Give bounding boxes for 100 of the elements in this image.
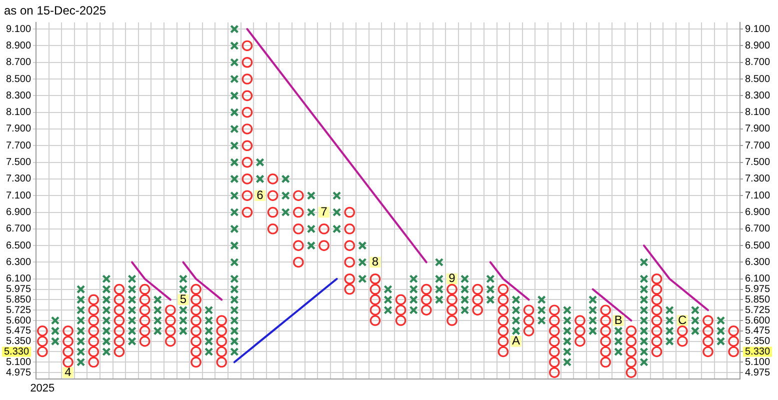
point: [728, 346, 739, 358]
point: [498, 284, 509, 295]
point: [370, 315, 381, 326]
point: [306, 224, 316, 234]
y-tick-label: 5.600: [6, 315, 32, 326]
point: [498, 336, 509, 347]
point: [318, 224, 330, 234]
y2-tick-label: 6.700: [744, 224, 770, 235]
point: [114, 336, 125, 347]
point: [267, 224, 278, 234]
point: [370, 284, 381, 295]
y2-tick-label: 8.900: [744, 40, 770, 52]
point: [472, 294, 483, 306]
point: [651, 284, 662, 295]
point: [165, 304, 176, 316]
point: [293, 256, 304, 268]
point: [395, 294, 406, 306]
point: [702, 346, 714, 358]
point: [114, 294, 125, 306]
point: [600, 326, 611, 336]
point: [37, 346, 48, 358]
point: [216, 336, 228, 347]
point: [548, 304, 560, 316]
point: [242, 206, 253, 218]
y-tick-label: 5.975: [6, 284, 32, 296]
point: [88, 315, 100, 326]
point: [420, 284, 432, 295]
y2-tick-label: 7.300: [744, 174, 770, 185]
point: [230, 191, 239, 200]
point: [242, 124, 253, 134]
point: [420, 304, 432, 316]
point: [358, 241, 367, 250]
chart-title: as on 15-Dec-2025: [4, 4, 106, 18]
point: [548, 367, 560, 378]
y-tick-label: 8.900: [6, 40, 32, 52]
point: [434, 258, 444, 267]
x-tick-label: 2025: [30, 382, 55, 394]
point: [318, 240, 330, 251]
point: [242, 74, 253, 84]
point: [293, 240, 304, 251]
point: [370, 294, 381, 306]
point: [62, 356, 74, 368]
point: [230, 24, 239, 34]
point: [281, 174, 290, 184]
point: [62, 336, 74, 347]
point: [523, 315, 534, 326]
point: [446, 284, 458, 295]
y2-tick-label: 9.100: [744, 24, 770, 35]
point: [344, 256, 356, 268]
point: [165, 326, 176, 336]
point: [256, 174, 264, 184]
point: [165, 336, 176, 347]
y-tick-label: 5.100: [6, 356, 32, 368]
point: [190, 336, 202, 347]
text: 5.330: [4, 346, 30, 358]
y2-tick-label: 7.500: [744, 157, 770, 168]
y2-tick-label: 5.975: [744, 284, 770, 296]
annotation: 5: [180, 292, 187, 306]
point: [344, 206, 356, 218]
point: [242, 90, 253, 102]
point: [267, 190, 278, 202]
point: [728, 326, 739, 336]
point: [600, 346, 611, 358]
y-tick-label: 5.475: [6, 326, 32, 337]
point: [472, 284, 483, 295]
point: [702, 336, 714, 347]
point: [230, 141, 239, 150]
point: [548, 346, 560, 358]
point: [88, 294, 100, 306]
point: [600, 315, 611, 326]
point: [88, 346, 100, 358]
point: [574, 336, 586, 347]
point: [242, 106, 253, 118]
point: [651, 315, 662, 326]
point: [190, 326, 202, 336]
point: [600, 304, 611, 316]
point: [344, 284, 356, 295]
annotation: 6: [256, 188, 264, 202]
point: [626, 356, 637, 368]
point: [293, 224, 304, 234]
point: [523, 304, 534, 316]
point: [216, 346, 228, 358]
point: [230, 124, 239, 134]
annotation: 4: [64, 364, 72, 379]
point: [600, 336, 611, 347]
point: [420, 294, 432, 306]
point: [139, 294, 150, 306]
y-tick-label: 8.300: [6, 90, 32, 102]
y-tick-label: 6.500: [6, 240, 32, 252]
y2-tick-label: 4.975: [744, 367, 770, 378]
y-tick-label: 6.300: [6, 256, 32, 268]
y2-tick-label: 5.475: [744, 326, 770, 337]
y2-tick-label: 8.700: [744, 57, 770, 68]
point: [139, 284, 150, 295]
point: [651, 346, 662, 358]
point: [114, 284, 125, 295]
point: [574, 326, 586, 336]
point: [651, 326, 662, 336]
point: [190, 304, 202, 316]
point: [332, 208, 342, 217]
